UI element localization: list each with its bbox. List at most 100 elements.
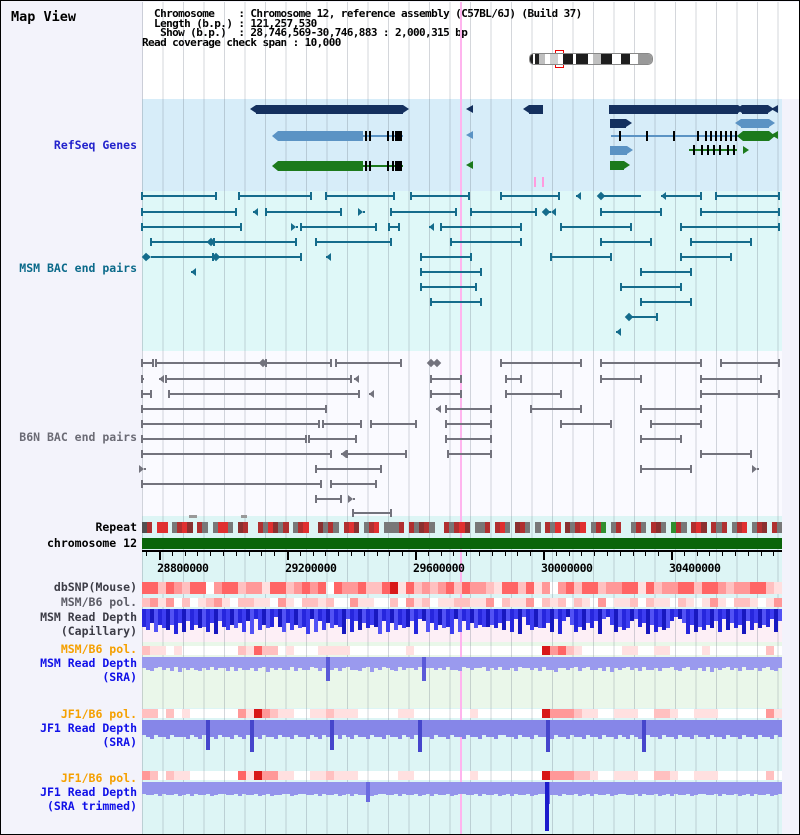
b6n-bac-segment-tick	[141, 359, 143, 367]
msm-pol-heat-cell	[206, 598, 215, 607]
msm-pol2-heat-cell	[662, 646, 671, 655]
msm-sra-depth-bar	[638, 657, 643, 671]
msm-sra-depth-bar	[602, 657, 607, 671]
jf1-sra-depth-bar	[678, 720, 683, 736]
trimmed-depth-bar	[394, 782, 399, 794]
jf1-sra-depth-bar	[738, 720, 743, 739]
jf1-sra-depth-bar	[686, 720, 691, 738]
jf1-pol2-heat-cell	[334, 771, 343, 780]
msm-bac-segment-tick	[500, 192, 502, 200]
ideogram-band	[530, 54, 533, 64]
msm-sra-depth-bar	[154, 657, 159, 669]
jf1-sra-depth-bar	[158, 720, 163, 738]
gene-box	[609, 105, 738, 114]
msm-pol-heat-cell	[518, 598, 527, 607]
jf1-sra-depth-bar	[450, 720, 455, 736]
capillary-depth-bar	[150, 609, 155, 623]
jf1-sra-depth-bar	[638, 720, 643, 739]
jf1-sra-depth-bar	[658, 720, 663, 739]
jf1-sra-depth-bar	[522, 720, 527, 738]
gene-exon-tick	[387, 161, 389, 171]
capillary-depth-bar	[678, 609, 683, 619]
chromosome-ideogram[interactable]	[529, 53, 653, 65]
capillary-depth-bar	[314, 609, 319, 633]
b6n-bac-segment-tick	[690, 465, 692, 473]
trimmed-depth-bar	[346, 782, 351, 794]
msm-bac-segment-tick	[680, 223, 682, 231]
jf1-pol2-heat-cell	[406, 771, 415, 780]
repeat-bar	[590, 522, 596, 533]
msm-bac-segment-tick	[470, 253, 472, 261]
b6n-bac-segment	[142, 393, 151, 395]
capillary-depth-bar	[346, 609, 351, 619]
capillary-depth-bar	[306, 609, 311, 635]
repeat-bar	[399, 522, 405, 533]
msm-bac-segment-tick	[455, 208, 457, 216]
trimmed-depth-bar	[594, 782, 599, 794]
capillary-depth-bar	[410, 609, 415, 621]
jf1-sra-depth-bar	[746, 720, 751, 738]
b6n-bac-segment-tick	[720, 359, 722, 367]
trimmed-depth-bar	[618, 782, 623, 794]
axis-major-tick	[415, 552, 418, 560]
jf1-pol2-heat-cell	[238, 771, 247, 780]
capillary-depth-bar	[442, 609, 447, 629]
jf1-pol-heat-cell	[470, 709, 479, 718]
msm-sra-depth-bar	[362, 657, 367, 669]
jf1-pol-heat-cell	[150, 709, 159, 718]
jf1-sra-depth-bar	[442, 720, 447, 738]
cursor-position-line	[460, 2, 462, 834]
msm-sra-depth-bar	[198, 657, 203, 671]
jf1-sra-depth-bar	[558, 720, 563, 738]
trimmed-depth-bar	[614, 782, 619, 795]
jf1-sra-depth-bar	[358, 720, 363, 738]
repeat-bar	[237, 522, 244, 533]
capillary-depth-bar	[686, 609, 691, 635]
gene-box	[610, 161, 624, 170]
trimmed-depth-bar	[678, 782, 683, 795]
jf1-sra-depth-bar	[690, 720, 695, 739]
b6n-bac-segment	[371, 423, 416, 425]
ideogram-band	[638, 54, 652, 64]
gene-exon-tick	[735, 131, 737, 141]
msm-sra-depth-bar	[606, 657, 611, 668]
msm-sra-depth-bar	[718, 657, 723, 670]
gene-exon-tick	[392, 161, 394, 171]
repeat-bar	[575, 522, 581, 533]
capillary-depth-bar	[166, 609, 171, 631]
msm-sra-depth-bar	[162, 657, 167, 670]
trimmed-depth-bar	[694, 782, 699, 795]
jf1-sra-depth-bar	[266, 720, 271, 738]
b6n-bac-segment-tick	[580, 405, 582, 413]
msm-sra-depth-bar	[534, 657, 539, 669]
capillary-depth-bar	[310, 609, 315, 619]
gene-intron-line	[363, 165, 403, 167]
refseq-track-bg[interactable]	[142, 99, 782, 191]
jf1-pol2-heat-cell	[630, 771, 639, 780]
msm-pol-heat-cell	[286, 598, 295, 607]
jf1-pol2-heat-cell	[558, 771, 567, 780]
trimmed-depth-bar	[150, 782, 155, 795]
msm-pol2-strip-bg	[142, 646, 782, 655]
dbsnp-heat-cell	[270, 582, 279, 594]
trimmed-depth-bar	[242, 782, 247, 794]
dbsnp-heat-cell	[150, 582, 159, 594]
jf1-sra-depth-bar	[630, 720, 635, 736]
msm-pol-heat-cell	[550, 598, 559, 607]
jf1-pol2-track-label: JF1/B6 pol.	[60, 771, 137, 785]
dbsnp-heat-cell	[662, 582, 671, 594]
msm-bac-segment-tick	[393, 192, 395, 200]
dbsnp-heat-cell	[526, 582, 535, 594]
capillary-depth-bar	[498, 609, 503, 623]
dbsnp-heat-cell	[174, 582, 183, 594]
msm-sra-depth-bar	[662, 657, 667, 669]
msm-pol2-heat-cell	[246, 646, 255, 655]
b6n-bac-segment-tick	[700, 450, 702, 458]
capillary-depth-bar	[610, 609, 615, 625]
trimmed-depth-bar	[582, 782, 587, 795]
jf1-sra-depth-bar	[366, 720, 371, 739]
msm-bac-segment-tick	[640, 268, 642, 276]
capillary-depth-bar	[178, 609, 183, 623]
msm-bac-segment-tick	[690, 268, 692, 276]
